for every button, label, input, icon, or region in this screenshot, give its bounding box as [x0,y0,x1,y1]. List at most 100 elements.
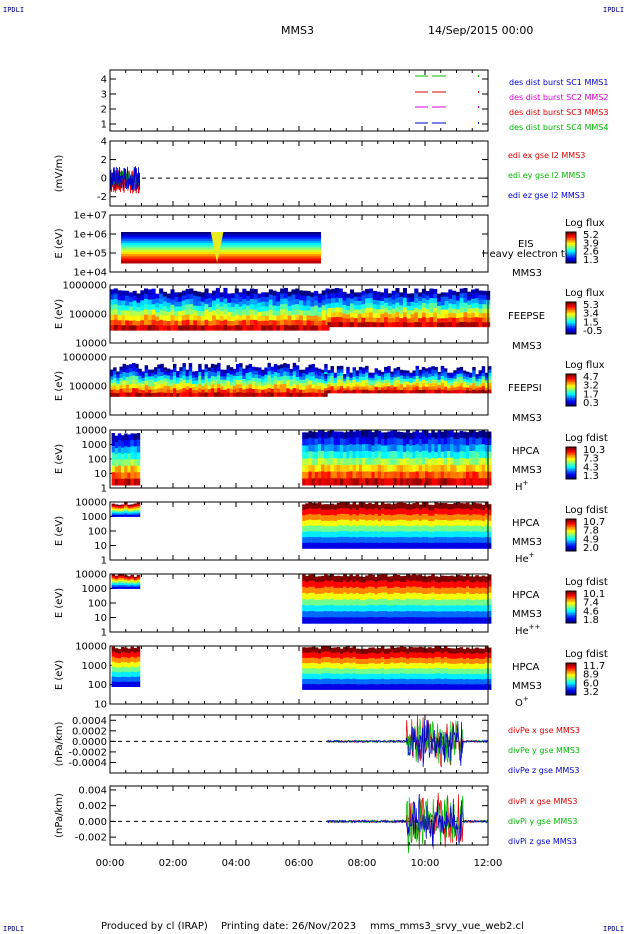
spectrogram-cell [136,671,141,678]
spectrogram-cell [453,588,457,595]
spectrogram-cell [393,383,397,388]
spectrogram-cell [377,592,382,600]
spectrogram-cell [283,319,288,326]
spectrogram-cell [406,314,411,319]
colorbar-segment [566,451,576,454]
spectrogram-cell [314,514,319,521]
spectrogram-cell [443,383,448,388]
spectrogram-cell [437,437,442,445]
spectrogram-cell [409,575,413,582]
spectrogram-cell [273,376,278,381]
spectrogram-cell [230,302,236,308]
spectrogram-cell [150,379,155,384]
spectrogram-cell [343,652,347,659]
spectrogram-cell [425,464,429,472]
spectrogram-cell [122,376,127,381]
spectrogram-cell [208,311,213,317]
spectrogram-cell [343,673,347,680]
spectrogram-cell [238,301,243,307]
spectrogram-cell [245,388,249,393]
spectrogram-cell [185,304,190,310]
spectrogram-cell [399,378,404,382]
spectrogram-cell [443,380,448,385]
spectrogram-cell [215,314,220,321]
spectrogram-cell [437,617,442,624]
spectrogram-cell [144,288,149,295]
spectrogram-cell [406,318,411,324]
spectrogram-cell [429,288,434,294]
spectrogram-cell [200,320,205,326]
spectrogram-cell [393,647,397,654]
spectrogram-cell [166,368,171,373]
spectrogram-cell [163,371,167,376]
spectrogram-cell [127,579,131,582]
spectrogram-cell [428,684,432,690]
spectrogram-cell [117,577,122,580]
spectrogram-cell [443,437,448,445]
spectrogram-cell [447,684,451,690]
spectrogram-cell [434,593,438,601]
spectrogram-cell [409,465,413,473]
spectrogram-cell [425,317,430,323]
spectrogram-cell [425,513,429,521]
spectrogram-cell [456,367,460,372]
spectrogram-cell [302,465,306,473]
spectrogram-cell [117,677,122,683]
spectrogram-cell [321,457,325,465]
spectrogram-cell [488,542,492,549]
spectrogram-cell [267,383,271,389]
spectrogram-cell [475,679,479,685]
spectrogram-cell [358,588,363,595]
spectrogram-cell [154,367,158,372]
spectrogram-cell [362,437,366,445]
spectrogram-cell [324,504,328,511]
spectrogram-cell [478,617,482,624]
spectrogram-cell [264,316,270,322]
spectrogram-cell [488,509,492,516]
spectrogram-cell [443,471,448,479]
spectrogram-cell [334,307,339,313]
spectrogram-cell [387,537,391,544]
spectrogram-cell [324,604,328,612]
spectrogram-cell [302,668,306,675]
spectrogram-cell [459,437,464,445]
spectrogram-cell [302,592,306,600]
spectrogram-cell [127,662,131,668]
spectrogram-cell [453,438,457,446]
spectrogram-cell [121,300,126,306]
spectrogram-cell [481,521,486,527]
spectrogram-cell [469,390,473,394]
spectrogram-cell [415,647,419,654]
spectrogram-cell [409,526,413,533]
spectrogram-cell [456,599,460,606]
spectrogram-cell [368,537,372,544]
spectrogram-cell [440,478,445,486]
colorbar-segment [566,382,576,385]
spectrogram-cell [130,586,134,589]
x-tick-label: 00:00 [96,858,125,869]
spectrogram-cell [434,445,438,453]
spectrogram-cell [130,581,134,584]
spectrogram-cell [331,303,336,309]
spectrogram-cell [469,515,473,522]
spectrogram-cell [201,372,205,377]
spectrogram-cell [343,385,347,389]
spectrogram-cell [412,381,416,385]
spectrogram-cell [434,605,438,612]
spectrogram-cell [371,478,375,486]
spectrogram-cell [412,668,416,675]
spectrogram-cell [418,657,423,664]
spectrogram-cell [396,386,401,391]
colorbar-border [565,662,577,696]
spectrogram-cell [306,295,311,302]
colorbar-segment [566,241,576,244]
spectrogram-cell [365,664,369,670]
spectrogram-cell [204,372,208,377]
spectrogram-cell [135,388,139,393]
spectrogram-cell [261,373,265,377]
spectrogram-cell [302,657,306,664]
spectrogram-cell [428,376,432,381]
spectrogram-cell [488,478,492,486]
